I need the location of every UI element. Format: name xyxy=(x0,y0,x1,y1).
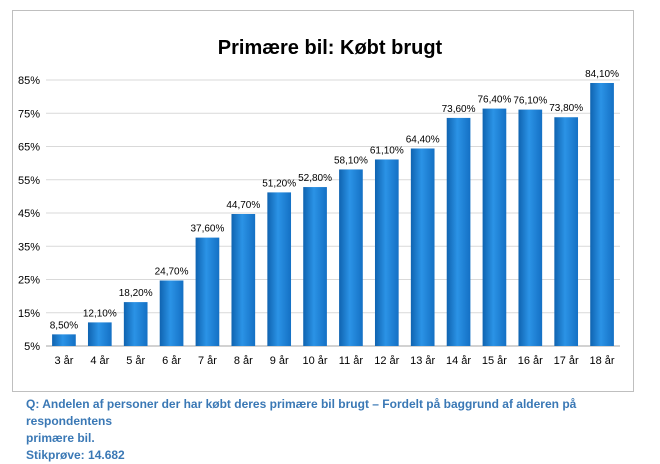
bar-value-label: 73,80% xyxy=(549,103,583,114)
bar xyxy=(374,159,399,346)
bar xyxy=(590,82,614,347)
y-tick-label: 55% xyxy=(18,175,40,187)
bar-value-label: 84,10% xyxy=(585,69,619,80)
y-tick-label: 65% xyxy=(18,142,40,154)
bar-value-label: 37,60% xyxy=(190,224,224,235)
caption-sample-size: Stikprøve: 14.682 xyxy=(26,448,125,462)
x-tick-label: 17 år xyxy=(554,355,579,367)
x-tick-label: 7 år xyxy=(198,355,217,367)
bar xyxy=(410,148,435,346)
bar-value-label: 51,20% xyxy=(262,178,296,189)
bar-value-label: 8,50% xyxy=(50,320,78,331)
caption-question-line2: primære bil. xyxy=(26,431,95,445)
bar-value-label: 44,70% xyxy=(226,200,260,211)
x-tick-label: 16 år xyxy=(518,355,543,367)
bar-value-label: 76,10% xyxy=(513,96,547,107)
x-tick-label: 8 år xyxy=(234,355,253,367)
y-tick-label: 75% xyxy=(18,108,40,120)
bar-chart: Primære bil: Købt brugt 5% 15% 25% 35% 45% 55… xyxy=(18,37,620,367)
x-tick-label: 11 år xyxy=(339,355,364,367)
bar-value-label: 12,10% xyxy=(83,308,117,319)
bar-value-label: 61,10% xyxy=(370,145,404,156)
bar xyxy=(518,109,543,346)
x-tick-label: 5 år xyxy=(126,355,145,367)
chart-title: Primære bil: Købt brugt xyxy=(218,37,443,59)
bar xyxy=(339,169,363,346)
y-tick-label: 85% xyxy=(18,75,40,87)
x-tick-label: 3 år xyxy=(54,355,73,367)
bar xyxy=(267,192,292,346)
x-tick-label: 18 år xyxy=(590,355,615,367)
y-tick-label: 5% xyxy=(24,341,40,353)
x-tick-label: 9 år xyxy=(270,355,289,367)
y-tick-label: 25% xyxy=(18,275,40,287)
bar-value-label: 18,20% xyxy=(119,288,153,299)
y-tick-label: 45% xyxy=(18,208,40,220)
bar xyxy=(159,280,184,346)
bar xyxy=(303,187,327,346)
x-tick-label: 13 år xyxy=(410,355,435,367)
bar xyxy=(195,237,220,346)
x-tick-label: 10 år xyxy=(303,355,328,367)
bar xyxy=(446,117,471,346)
chart-caption: Q: Andelen af personer der har købt dere… xyxy=(26,396,646,464)
bar xyxy=(554,117,579,347)
bar xyxy=(87,322,112,346)
bar-value-label: 58,10% xyxy=(334,155,368,166)
bar xyxy=(52,334,76,346)
x-tick-label: 15 år xyxy=(482,355,507,367)
y-tick-label: 35% xyxy=(18,241,40,253)
bar-value-label: 64,40% xyxy=(406,134,440,145)
bar-value-label: 52,80% xyxy=(298,173,332,184)
y-tick-label: 15% xyxy=(18,308,40,320)
x-tick-label: 6 år xyxy=(162,355,181,367)
bar-value-label: 24,70% xyxy=(155,266,189,277)
bar-value-label: 76,40% xyxy=(477,95,511,106)
x-tick-label: 14 år xyxy=(446,355,471,367)
x-tick-label: 4 år xyxy=(90,355,109,367)
caption-question-line1: Q: Andelen af personer der har købt dere… xyxy=(26,397,577,428)
bar xyxy=(123,302,148,346)
bar xyxy=(482,108,507,346)
bar-value-label: 73,60% xyxy=(442,104,476,115)
x-tick-label: 12 år xyxy=(374,355,399,367)
bar xyxy=(231,213,256,346)
